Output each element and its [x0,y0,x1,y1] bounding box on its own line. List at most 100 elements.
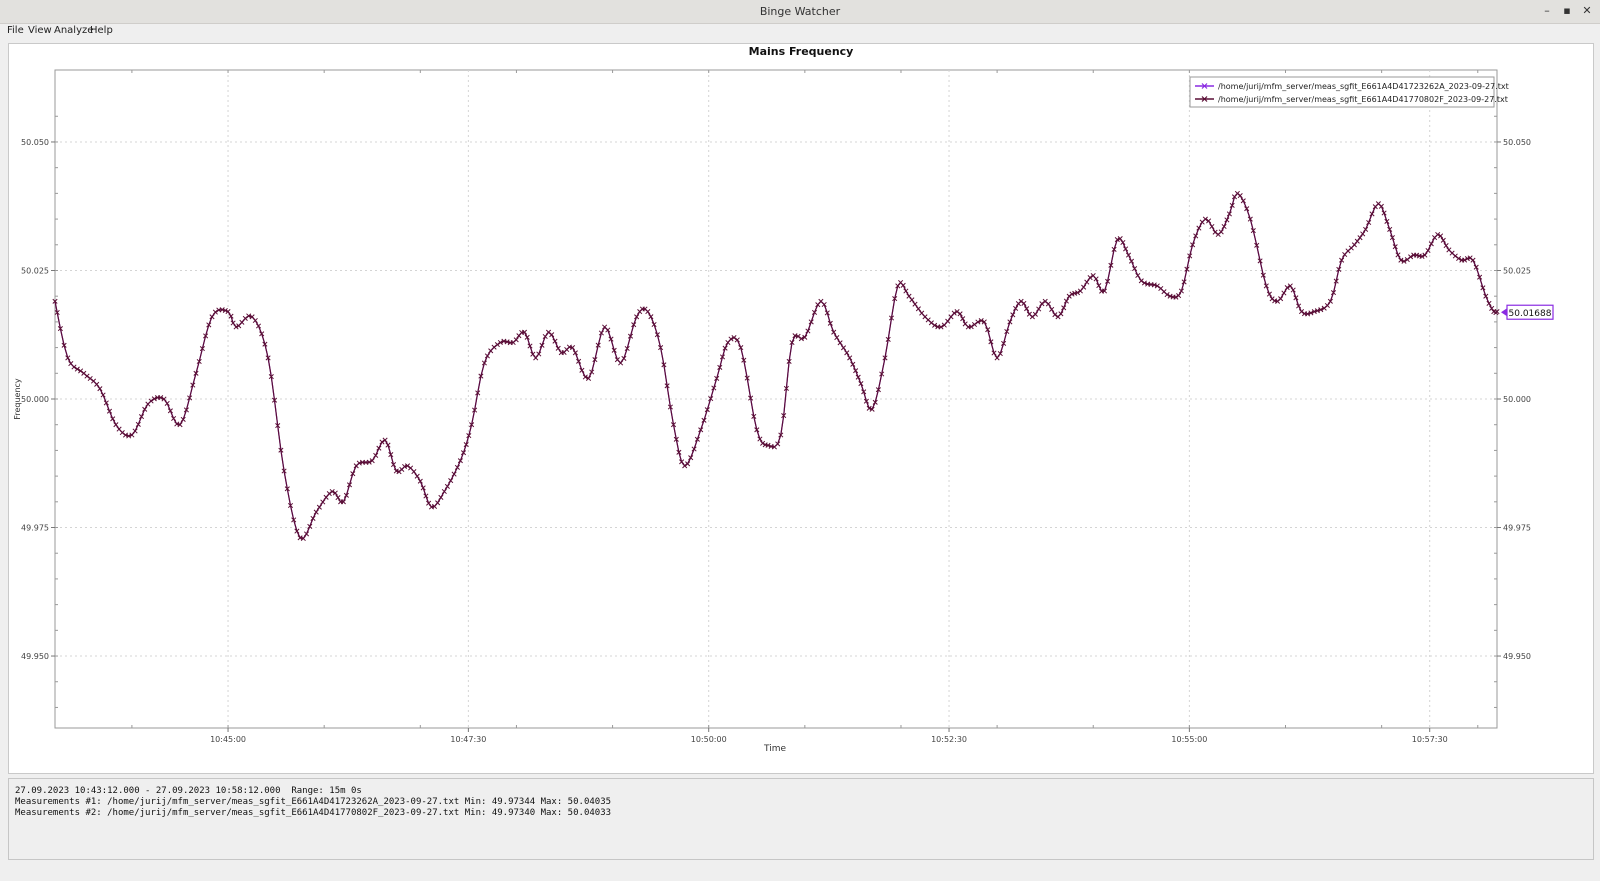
data-point-marker [1363,226,1369,232]
data-point-marker [605,327,611,333]
data-point-marker [494,342,500,348]
data-point-marker [1117,236,1123,242]
data-point-marker [187,395,193,401]
data-point-marker [1108,262,1114,268]
data-point-marker [1327,298,1333,304]
data-point-marker [366,459,372,465]
data-point-marker [1392,244,1398,250]
data-point-marker [798,336,804,342]
data-point-marker [209,314,215,320]
data-point-marker [1395,252,1401,258]
data-point-marker [997,351,1003,357]
data-point-marker [1419,253,1425,259]
data-point-marker [142,406,148,412]
data-point-marker [343,492,349,498]
data-point-marker [1260,272,1266,278]
data-point-marker [837,340,843,346]
data-point-marker [1290,287,1296,293]
y-tick-label-right: 50.000 [1503,395,1531,404]
legend-entry-2: /home/jurij/mfm_server/meas_sgfit_E661A4… [1218,95,1508,104]
data-point-marker [701,417,707,423]
data-point-marker [542,333,548,340]
close-button[interactable]: ✕ [1582,4,1592,17]
data-point-marker [734,337,740,343]
data-point-marker [1387,226,1393,232]
data-point-marker [376,445,382,451]
data-point-marker [1105,278,1111,284]
data-point-marker [744,375,750,381]
frequency-chart[interactable]: 49.950 49.950 49.975 49.975 50.000 50.000 50.0… [9,44,1593,773]
data-point-marker [132,428,138,434]
data-point-marker [164,400,170,406]
data-point-marker [858,381,864,387]
data-point-marker [789,339,795,346]
info-range-line: 27.09.2023 10:43:12.000 - 27.09.2023 10:… [15,786,362,796]
data-point-marker [1123,246,1129,252]
data-point-marker [786,358,792,364]
y-tick-label-right: 50.025 [1503,266,1531,275]
data-point-marker [110,416,116,422]
data-point-marker [448,478,454,484]
data-point-marker [648,314,654,320]
data-point-marker [1378,203,1384,209]
menu-analyze[interactable]: Analyze [54,25,94,36]
data-point-marker [1401,258,1407,264]
data-point-marker [824,310,830,316]
data-point-marker [340,499,346,505]
data-point-marker [1001,340,1007,346]
data-point-marker [1354,238,1360,244]
legend-swatch-marker [1201,96,1208,102]
data-point-marker [294,528,300,534]
data-point-marker [262,341,268,347]
data-point-marker [472,407,478,413]
data-point-marker [271,397,278,403]
data-point-marker [158,395,164,401]
data-point-marker [1486,300,1492,306]
data-point-marker [454,464,460,470]
x-tick-label: 10:45:00 [210,735,246,744]
info-measurements-2: Measurements #2: /home/jurij/mfm_server/… [15,808,612,818]
y-tick-label: 49.950 [21,652,49,661]
menu-help[interactable]: Help [90,25,113,36]
data-point-marker [103,400,109,406]
data-point-marker [100,392,106,398]
data-point-marker [230,320,236,326]
window-title: Binge Watcher [759,5,841,18]
data-point-marker [805,328,811,334]
data-point-marker [988,339,994,345]
y-tick-label-right: 49.975 [1503,524,1531,533]
data-point-marker [888,315,895,321]
data-point-marker [912,301,918,307]
data-point-marker [751,413,757,419]
data-point-marker [985,327,991,333]
data-point-marker [627,333,634,339]
data-point-marker [373,452,379,458]
data-point-marker [1336,266,1342,272]
data-point-marker [411,469,417,475]
maximize-button[interactable]: ▪ [1563,4,1571,17]
data-point-marker [346,482,353,488]
data-point-marker [882,355,888,361]
data-point-marker [853,368,859,374]
minimize-button[interactable]: – [1544,4,1550,17]
menu-file[interactable]: File [7,25,24,36]
data-point-marker [138,414,145,420]
data-point-marker [975,319,981,325]
data-point-marker [190,382,196,388]
data-point-marker [765,442,771,448]
data-point-marker [94,381,100,387]
chart-panel[interactable]: 49.950 49.950 49.975 49.975 50.000 50.000 50.0… [8,43,1594,774]
data-point-marker [932,322,938,328]
data-point-marker [1357,235,1363,241]
data-point-marker [661,362,667,368]
data-point-marker [1138,278,1144,284]
series-markers [52,190,1500,542]
data-point-marker [634,314,640,320]
x-axis-title: Time [763,744,786,754]
data-point-marker [847,355,853,361]
data-point-marker [1452,253,1458,259]
menu-view[interactable]: View [28,25,52,36]
data-point-marker [691,446,697,452]
data-point-marker [885,336,891,342]
data-point-marker [850,361,856,367]
